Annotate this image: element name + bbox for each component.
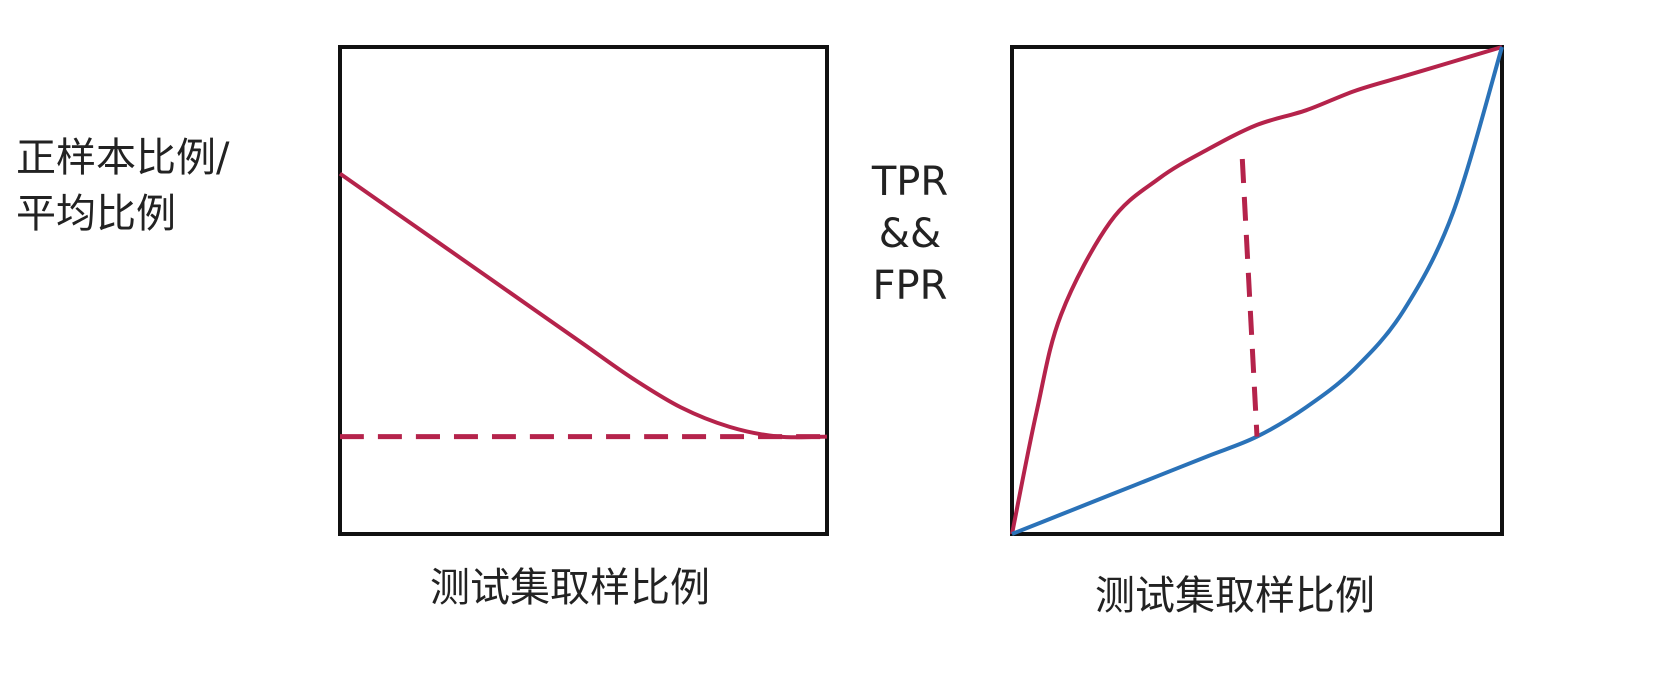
left-chart-y-axis-label: 正样本比例/ 平均比例 (16, 135, 230, 237)
left-chart-series-group (338, 171, 828, 440)
chart-2-series-3-dashed-line (1239, 158, 1260, 437)
right-chart-y-axis-label: TPR && FPR (871, 159, 949, 309)
right-chart-x-axis-label: 测试集取样比例 (1095, 573, 1375, 619)
chart-2-series-2-line (1011, 46, 1504, 536)
right-chart-plot-frame (1010, 45, 1504, 536)
left-chart-x-axis-label: 测试集取样比例 (430, 565, 710, 611)
right-chart-series-group (1010, 45, 1504, 536)
chart-2-series-1-line (1010, 45, 1503, 535)
left-chart-plot-frame (338, 45, 829, 536)
chart-1-series-1-line (338, 171, 828, 440)
